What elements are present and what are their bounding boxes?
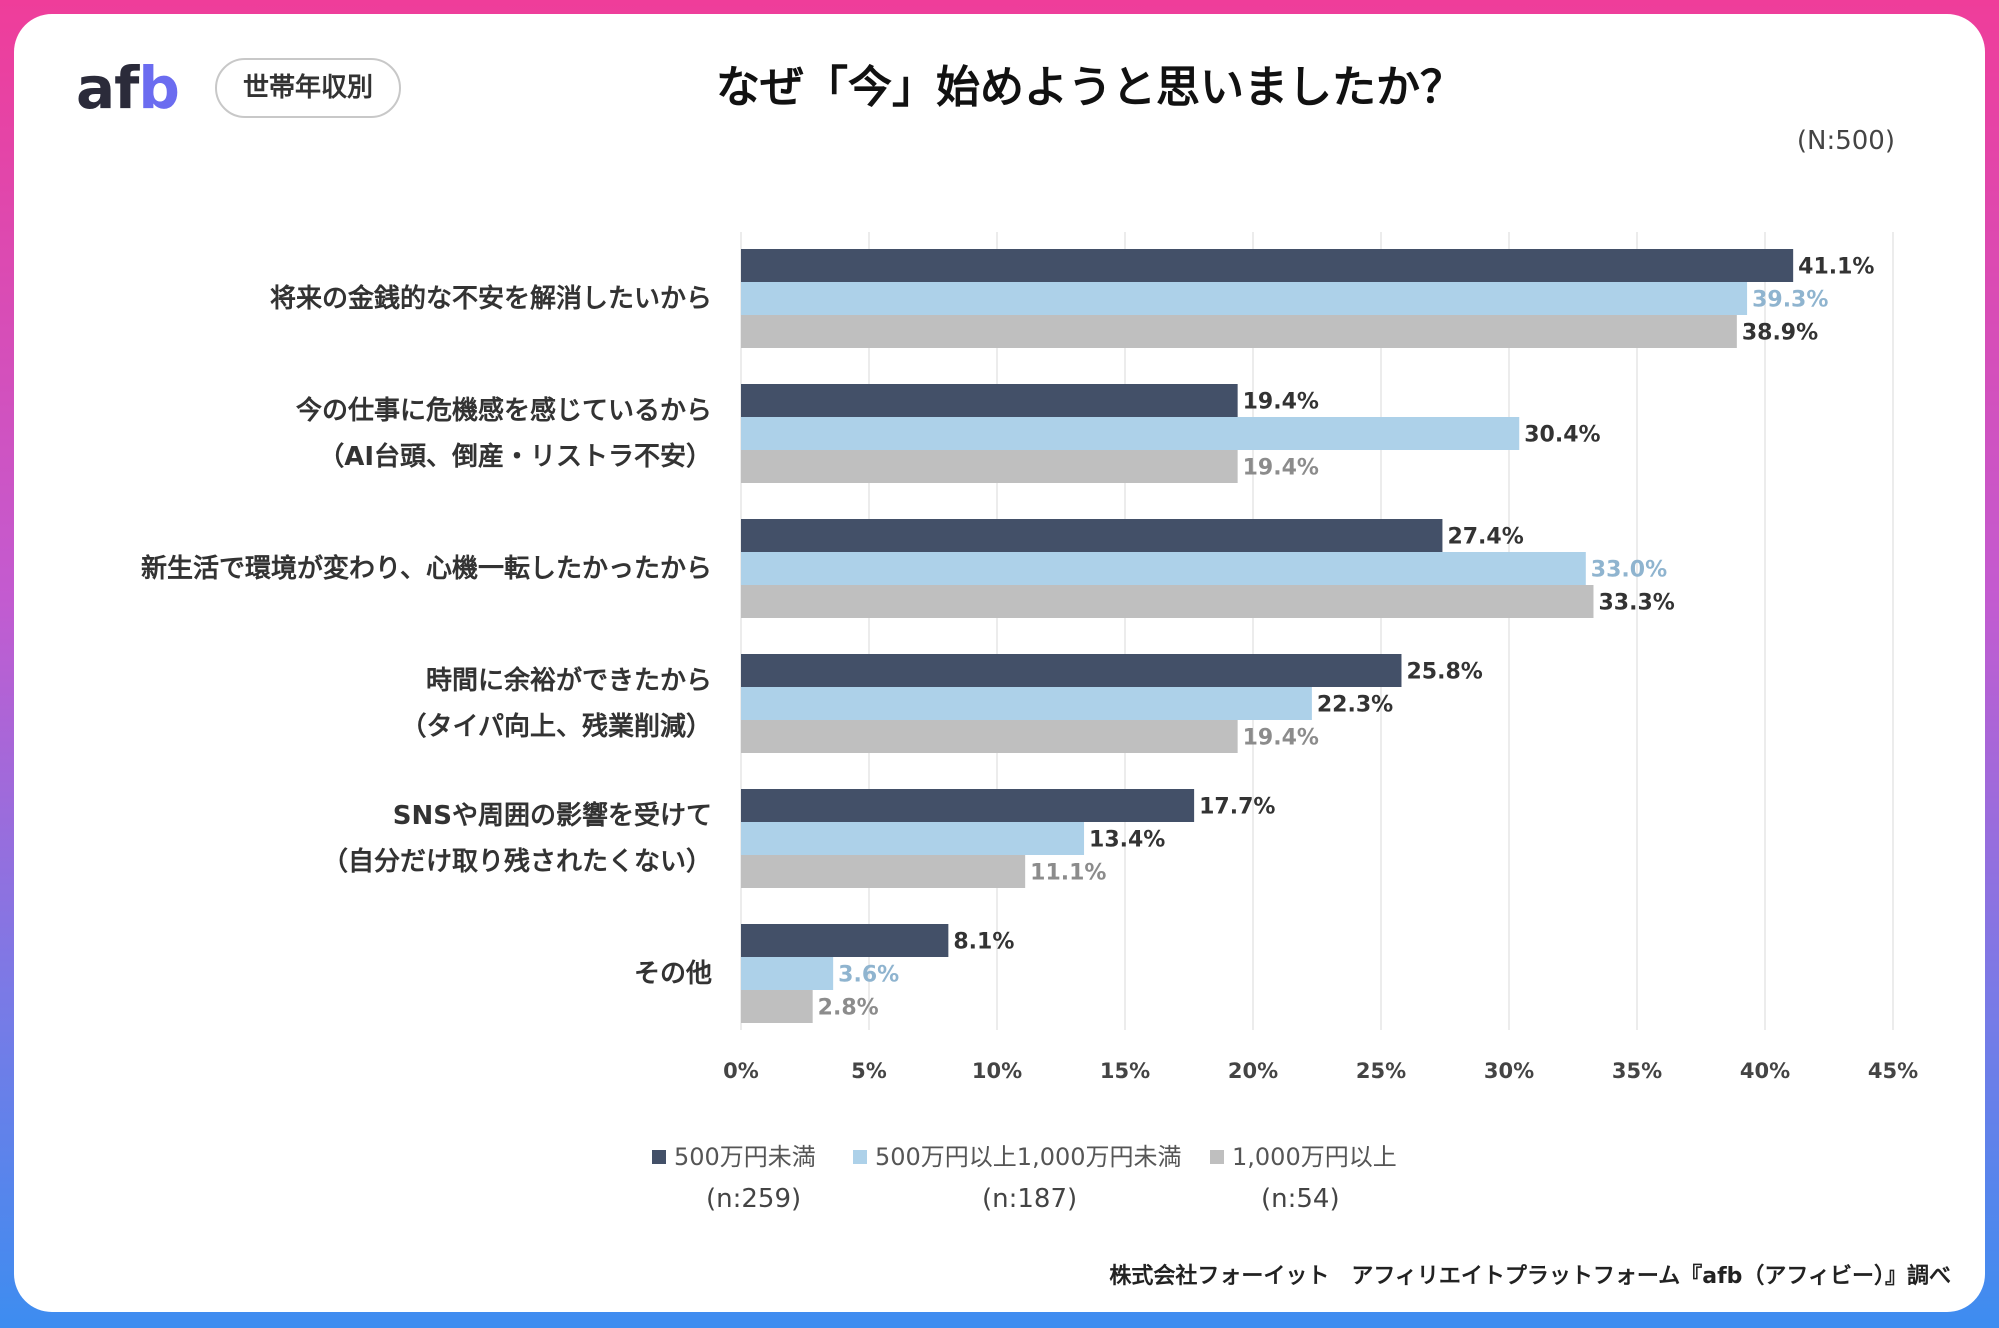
bar	[741, 315, 1737, 348]
bar	[741, 384, 1238, 417]
data-label: 19.4%	[1243, 726, 1319, 751]
data-label: 38.9%	[1742, 321, 1818, 346]
category-label: 時間に余裕ができたから	[425, 665, 712, 696]
segment-badge: 世帯年収別	[215, 58, 401, 118]
series1-sample-size: (n:259)	[706, 1184, 802, 1214]
bar	[741, 924, 949, 957]
bar	[741, 417, 1520, 450]
data-label: 19.4%	[1243, 456, 1319, 481]
legend-swatch	[652, 1150, 666, 1164]
bar	[741, 855, 1026, 888]
x-tick-label: 25%	[1356, 1059, 1406, 1083]
category-label: 新生活で環境が変わり、心機一転したかったから	[141, 553, 712, 584]
sample-size: (N:500)	[1796, 126, 1895, 156]
bar	[741, 585, 1594, 618]
legend-swatch	[853, 1150, 867, 1164]
category-label: 将来の金銭的な不安を解消したいから	[269, 283, 712, 314]
data-label: 13.4%	[1089, 828, 1165, 853]
category-label: （AI台頭、倒産・リストラ不安）	[318, 441, 712, 472]
data-label: 22.3%	[1317, 693, 1393, 718]
x-tick-label: 30%	[1484, 1059, 1534, 1083]
x-tick-label: 15%	[1100, 1059, 1150, 1083]
data-label: 3.6%	[838, 963, 899, 988]
data-label: 8.1%	[953, 930, 1014, 955]
data-label: 39.3%	[1752, 288, 1828, 313]
bar	[741, 990, 813, 1023]
data-label: 17.7%	[1199, 795, 1275, 820]
bar	[741, 249, 1794, 282]
legend-label: 500万円未満	[674, 1143, 816, 1171]
category-label: SNSや周囲の影響を受けて	[392, 800, 712, 831]
bar	[741, 282, 1748, 315]
data-label: 33.3%	[1598, 591, 1674, 616]
legend-label: 1,000万円以上	[1232, 1143, 1397, 1171]
bar	[741, 822, 1085, 855]
data-label: 33.0%	[1591, 558, 1667, 583]
bar	[741, 654, 1402, 687]
bar	[741, 957, 834, 990]
legend-item-series2: 500万円以上1,000万円未満	[853, 1137, 1182, 1172]
x-tick-label: 40%	[1740, 1059, 1790, 1083]
chart-title: なぜ「今」始めようと思いましたか？	[716, 62, 1464, 113]
legend-item-series1: 500万円未満	[652, 1137, 816, 1172]
data-label: 11.1%	[1030, 861, 1106, 886]
category-label: （タイパ向上、残業削減）	[400, 711, 712, 742]
legend-item-series3: 1,000万円以上	[1210, 1137, 1397, 1172]
bar	[741, 720, 1238, 753]
bar	[741, 552, 1586, 585]
x-tick-label: 0%	[723, 1059, 759, 1083]
x-tick-label: 20%	[1228, 1059, 1278, 1083]
data-label: 2.8%	[818, 996, 879, 1021]
x-tick-label: 10%	[972, 1059, 1022, 1083]
data-label: 27.4%	[1447, 525, 1523, 550]
category-label: 今の仕事に危機感を感じているから	[295, 395, 712, 426]
data-label: 19.4%	[1243, 390, 1319, 415]
bar	[741, 450, 1238, 483]
x-tick-label: 5%	[851, 1059, 887, 1083]
bar	[741, 789, 1195, 822]
x-tick-label: 35%	[1612, 1059, 1662, 1083]
bar	[741, 519, 1443, 552]
series3-sample-size: (n:54)	[1261, 1184, 1340, 1214]
legend-swatch	[1210, 1150, 1224, 1164]
legend-label: 500万円以上1,000万円未満	[875, 1143, 1182, 1171]
bar	[741, 687, 1312, 720]
data-label: 30.4%	[1524, 423, 1600, 448]
data-label: 41.1%	[1798, 255, 1874, 280]
series2-sample-size: (n:187)	[982, 1184, 1078, 1214]
category-label: その他	[633, 958, 712, 989]
afb-logo: afb	[76, 54, 180, 122]
bar-chart: 0% 5% 10% 15% 20% 25% 30% 35% 40% 45% 41.1% 39.3% 38…	[723, 232, 1918, 1083]
category-label: （自分だけ取り残されたくない）	[321, 846, 712, 877]
data-label: 25.8%	[1406, 660, 1482, 685]
source-footer: 株式会社フォーイット アフィリエイトプラットフォーム『afb（アフィビー）』調べ	[1109, 1264, 1951, 1289]
x-tick-label: 45%	[1868, 1059, 1918, 1083]
